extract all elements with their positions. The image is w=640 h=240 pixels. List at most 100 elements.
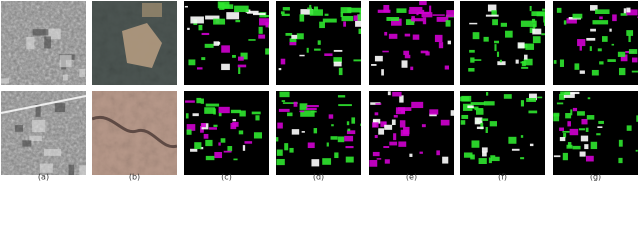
change-blob (185, 100, 195, 103)
change-blob (436, 150, 440, 156)
change-blob (360, 123, 361, 126)
change-blob (313, 128, 318, 134)
change-blob (218, 112, 222, 117)
change-blob (521, 61, 526, 67)
change-blob (353, 59, 361, 62)
change-blob (587, 97, 591, 100)
change-blob (559, 137, 566, 142)
change-blob (389, 141, 398, 146)
change-blob (237, 56, 244, 61)
road (1, 95, 86, 114)
change-blob (481, 118, 489, 121)
change-blob (330, 136, 338, 140)
change-blob (371, 64, 377, 66)
change-blob (599, 61, 604, 65)
image-panel (553, 91, 638, 175)
image-panel (1, 1, 86, 85)
change-blob (580, 135, 589, 142)
change-blob (531, 18, 536, 23)
change-blob (248, 39, 256, 41)
change-blob (560, 91, 571, 96)
change-blob (480, 122, 484, 130)
sar-patch (79, 165, 86, 175)
change-blob (559, 127, 564, 131)
change-blob (282, 102, 298, 104)
image-panel (369, 91, 454, 175)
change-blob (213, 124, 218, 127)
change-blob (221, 63, 230, 71)
change-blob (569, 128, 579, 136)
change-blob (372, 122, 379, 128)
change-blob (577, 39, 586, 47)
change-blob (481, 147, 488, 153)
change-blob (289, 147, 294, 153)
change-blob (408, 9, 425, 14)
panel-labels: (a) (b) (c) (d) (e) (f) (g) (38, 173, 601, 182)
change-blob (572, 145, 581, 150)
change-blob (299, 103, 308, 110)
image-panel (369, 1, 454, 85)
sar-texture (1, 1, 86, 85)
panel-label: (a) (38, 173, 49, 182)
change-blob (314, 48, 321, 51)
change-blob (440, 119, 450, 126)
change-blob (581, 118, 588, 125)
change-blob (517, 42, 525, 49)
change-blob (505, 30, 513, 38)
change-blob (526, 97, 537, 102)
change-blob (343, 21, 347, 27)
change-blob (515, 59, 519, 64)
image-panel (553, 1, 638, 85)
change-blob (279, 91, 290, 98)
change-blob (299, 110, 305, 113)
change-blob (500, 22, 508, 27)
change-blob (590, 5, 598, 11)
change-blob (626, 125, 632, 131)
change-blob (612, 14, 617, 22)
sar-patch (35, 103, 41, 117)
change-blob (223, 150, 232, 153)
change-blob (322, 18, 337, 23)
change-blob (340, 7, 352, 14)
change-blob (374, 55, 383, 62)
change-blob (486, 92, 489, 96)
change-blob (520, 100, 524, 107)
change-blob (585, 127, 589, 132)
change-blob (618, 157, 623, 164)
image-content (1, 1, 86, 85)
change-blob (485, 126, 488, 133)
change-blob (491, 10, 497, 17)
change-blob (637, 16, 638, 19)
change-blob (476, 126, 484, 130)
change-blob (201, 32, 210, 36)
change-blob (198, 24, 203, 31)
change-blob (597, 48, 602, 52)
change-blob (412, 34, 420, 40)
change-blob (401, 60, 408, 68)
change-blob (482, 151, 487, 157)
change-blob (626, 9, 638, 16)
change-blob (567, 121, 571, 127)
change-blob (384, 124, 393, 130)
change-blob (299, 54, 305, 57)
change-blob (322, 158, 332, 165)
change-blob (473, 59, 482, 61)
change-blob (376, 158, 382, 160)
change-blob (570, 109, 573, 116)
change-blob (529, 5, 532, 12)
sar-patch (62, 74, 68, 81)
change-blob (590, 28, 596, 32)
change-blob (470, 57, 475, 63)
change-blob (331, 124, 334, 127)
change-blob (374, 112, 379, 116)
change-blob (392, 91, 402, 97)
change-blob (421, 124, 426, 128)
change-blob (326, 142, 329, 147)
change-blob (541, 33, 545, 36)
panel-label: (c) (221, 173, 232, 182)
change-blob (586, 37, 596, 41)
change-blob (381, 69, 384, 76)
change-blob (309, 9, 323, 16)
change-blob (359, 10, 361, 16)
change-blob (276, 149, 283, 156)
